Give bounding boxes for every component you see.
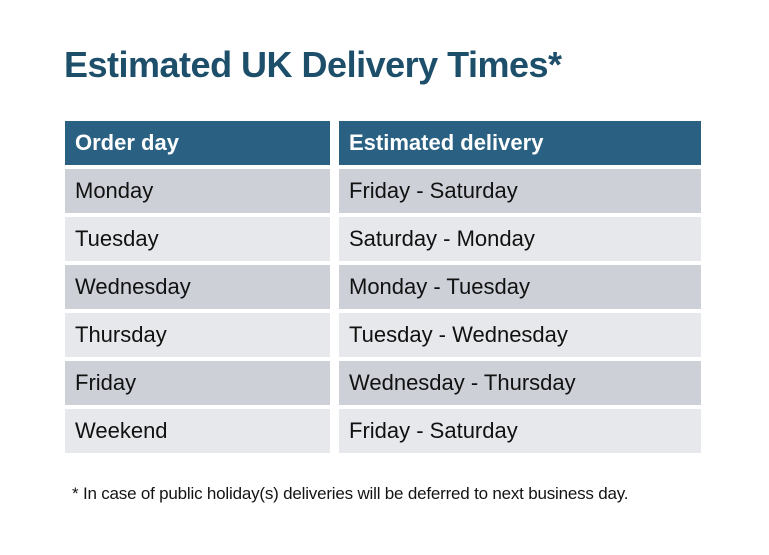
table-cell-estimated-delivery: Saturday - Monday [339,217,701,261]
table-cell-estimated-delivery: Tuesday - Wednesday [339,313,701,357]
table-cell-order-day: Monday [65,169,330,213]
table-cell-estimated-delivery: Monday - Tuesday [339,265,701,309]
footnote: * In case of public holiday(s) deliverie… [72,484,629,503]
table-cell-estimated-delivery: Friday - Saturday [339,409,701,453]
page-title: Estimated UK Delivery Times* [64,44,562,85]
table-cell-order-day: Thursday [65,313,330,357]
column-header-order-day: Order day [65,121,330,165]
table-cell-estimated-delivery: Friday - Saturday [339,169,701,213]
table-cell-estimated-delivery: Wednesday - Thursday [339,361,701,405]
table-cell-order-day: Weekend [65,409,330,453]
column-header-estimated-delivery: Estimated delivery [339,121,701,165]
delivery-times-table: Order day Estimated delivery Monday Frid… [65,121,701,453]
table-cell-order-day: Wednesday [65,265,330,309]
table-cell-order-day: Tuesday [65,217,330,261]
table-cell-order-day: Friday [65,361,330,405]
